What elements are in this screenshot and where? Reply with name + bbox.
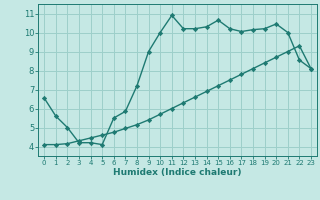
- X-axis label: Humidex (Indice chaleur): Humidex (Indice chaleur): [113, 168, 242, 177]
